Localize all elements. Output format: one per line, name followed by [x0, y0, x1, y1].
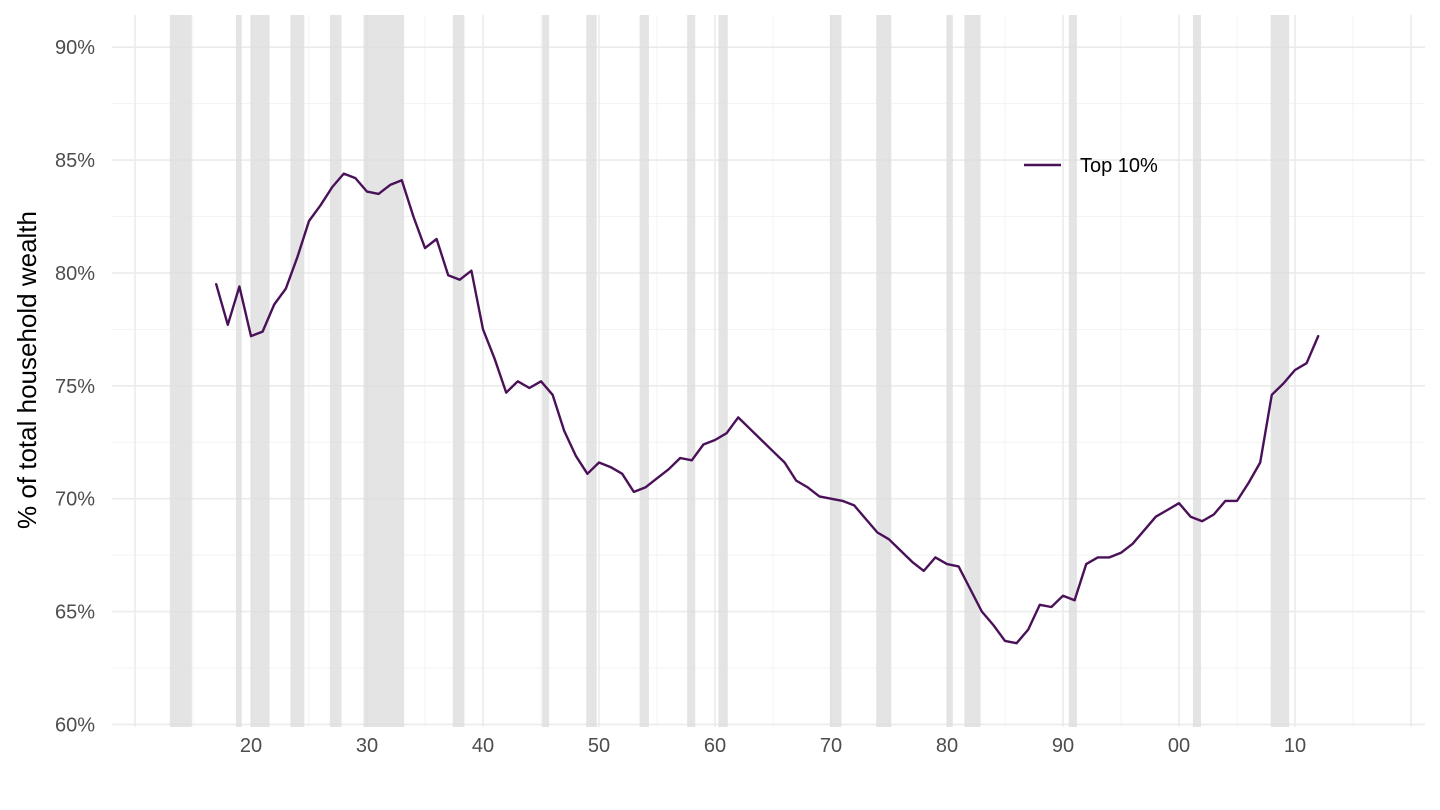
y-tick-label: 80%	[55, 263, 95, 285]
recession-band	[964, 15, 981, 727]
y-tick-label: 65%	[55, 602, 95, 624]
x-tick-label: 10	[1284, 735, 1306, 757]
y-tick-label: 60%	[55, 714, 95, 736]
minor-gridlines	[112, 15, 1425, 727]
x-tick-label: 20	[240, 735, 262, 757]
recession-band	[639, 15, 649, 727]
recession-band	[1192, 15, 1202, 727]
recession-band	[829, 15, 842, 727]
legend: Top 10%	[1024, 155, 1158, 177]
recession-shading	[169, 15, 1290, 727]
recession-band	[329, 15, 342, 727]
x-tick-label: 00	[1168, 735, 1190, 757]
x-tick-label: 50	[588, 735, 610, 757]
recession-band	[718, 15, 728, 727]
y-tick-label: 85%	[55, 150, 95, 172]
y-tick-label: 70%	[55, 489, 95, 511]
recession-band	[876, 15, 892, 727]
recession-band	[1270, 15, 1290, 727]
legend-label: Top 10%	[1080, 155, 1158, 177]
y-tick-label: 75%	[55, 376, 95, 398]
y-axis-tick-labels: 60% 65% 70% 75% 80% 85% 90%	[55, 37, 95, 736]
recession-band	[169, 15, 192, 727]
recession-band	[235, 15, 242, 727]
recession-band	[947, 15, 953, 727]
series-lines	[214, 172, 1320, 645]
x-axis-tick-labels: 20 30 40 50 60 70 80 90 00 10	[240, 735, 1306, 757]
recession-band	[1068, 15, 1077, 727]
series-line	[214, 172, 1320, 645]
y-tick-label: 90%	[55, 37, 95, 59]
x-tick-label: 30	[356, 735, 378, 757]
recession-band	[687, 15, 696, 727]
recession-band	[290, 15, 305, 727]
recession-band	[586, 15, 597, 727]
y-axis-title: % of total household wealth	[12, 211, 42, 529]
x-tick-label: 70	[820, 735, 842, 757]
x-tick-label: 80	[936, 735, 958, 757]
recession-band	[363, 15, 405, 727]
recession-band	[452, 15, 465, 727]
x-tick-label: 40	[472, 735, 494, 757]
x-tick-label: 60	[704, 735, 726, 757]
recession-band	[251, 15, 270, 727]
x-tick-label: 90	[1052, 735, 1074, 757]
recession-band	[542, 15, 550, 727]
